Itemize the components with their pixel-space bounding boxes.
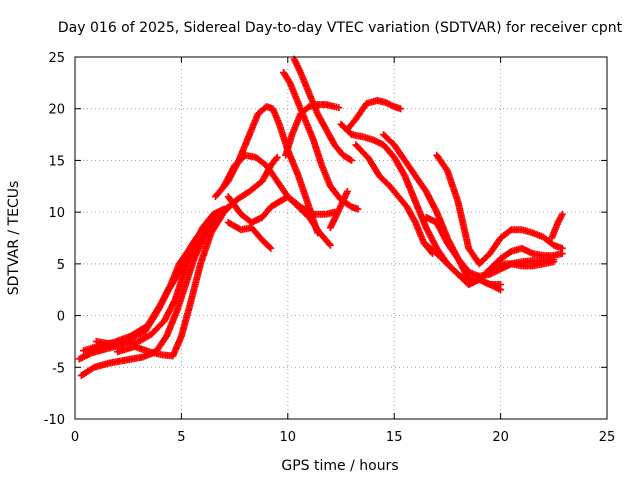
- data-point: [354, 205, 362, 213]
- series-arc-14: [343, 96, 405, 133]
- y-tick-label: 20: [48, 103, 65, 118]
- grid: [75, 57, 607, 419]
- data-point: [326, 241, 334, 249]
- data-points: [75, 55, 566, 380]
- x-tick-label: 20: [492, 430, 509, 445]
- series-arc-11: [290, 55, 356, 164]
- data-point: [266, 243, 274, 251]
- chart-title: Day 016 of 2025, Sidereal Day-to-day VTE…: [58, 20, 623, 36]
- y-tick-label: -10: [44, 413, 65, 428]
- data-point: [273, 153, 281, 161]
- data-point: [346, 156, 354, 164]
- y-tick-label: 0: [57, 310, 65, 325]
- data-point: [497, 281, 505, 289]
- x-tick-label: 15: [386, 430, 403, 445]
- series-arc-12: [282, 101, 343, 159]
- series-arc-9: [224, 218, 275, 252]
- y-axis-label: SDTVAR / TECUs: [6, 181, 22, 296]
- data-point: [343, 187, 351, 195]
- y-tick-label: 25: [48, 51, 65, 66]
- data-point: [506, 227, 514, 235]
- series-arc-20: [433, 151, 566, 268]
- x-tick-label: 10: [280, 430, 297, 445]
- y-tick-label: -5: [52, 361, 65, 376]
- series-arc-7: [220, 151, 339, 218]
- x-axis-label: GPS time / hours: [281, 458, 398, 474]
- y-tick-label: 15: [48, 154, 65, 169]
- series-arc-5: [114, 153, 281, 360]
- x-tick-label: 0: [71, 430, 79, 445]
- data-point: [558, 250, 566, 258]
- y-tick-label: 5: [57, 258, 65, 273]
- series-arc-8: [224, 193, 334, 249]
- data-point: [325, 240, 333, 248]
- x-tick-label: 25: [599, 430, 616, 445]
- series-arc-16: [326, 187, 351, 232]
- series-arc-17: [380, 131, 505, 289]
- data-point: [550, 258, 558, 266]
- plot-frame: [74, 56, 608, 420]
- series-arc-22: [548, 210, 566, 242]
- data-point: [267, 244, 275, 252]
- data-point: [558, 210, 566, 218]
- series-arc-10: [280, 69, 362, 213]
- y-tick-label: 10: [48, 206, 65, 221]
- series-arc-4: [92, 208, 224, 349]
- axis-ticks: 0 5 10 15 20 25 -10 -5 0 5 10 15 20 25: [44, 51, 616, 445]
- data-point: [335, 104, 343, 112]
- series-arc-21: [486, 244, 566, 273]
- data-point: [397, 105, 405, 113]
- data-point: [272, 155, 280, 163]
- data-point: [348, 156, 356, 164]
- x-tick-label: 5: [177, 430, 185, 445]
